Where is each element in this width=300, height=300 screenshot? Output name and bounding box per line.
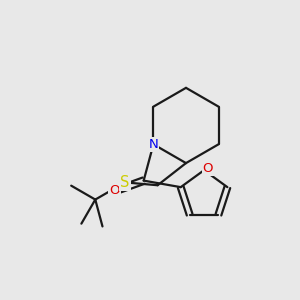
- Text: O: O: [203, 162, 213, 175]
- Text: S: S: [120, 175, 130, 190]
- Text: O: O: [109, 184, 119, 196]
- Text: N: N: [148, 138, 158, 151]
